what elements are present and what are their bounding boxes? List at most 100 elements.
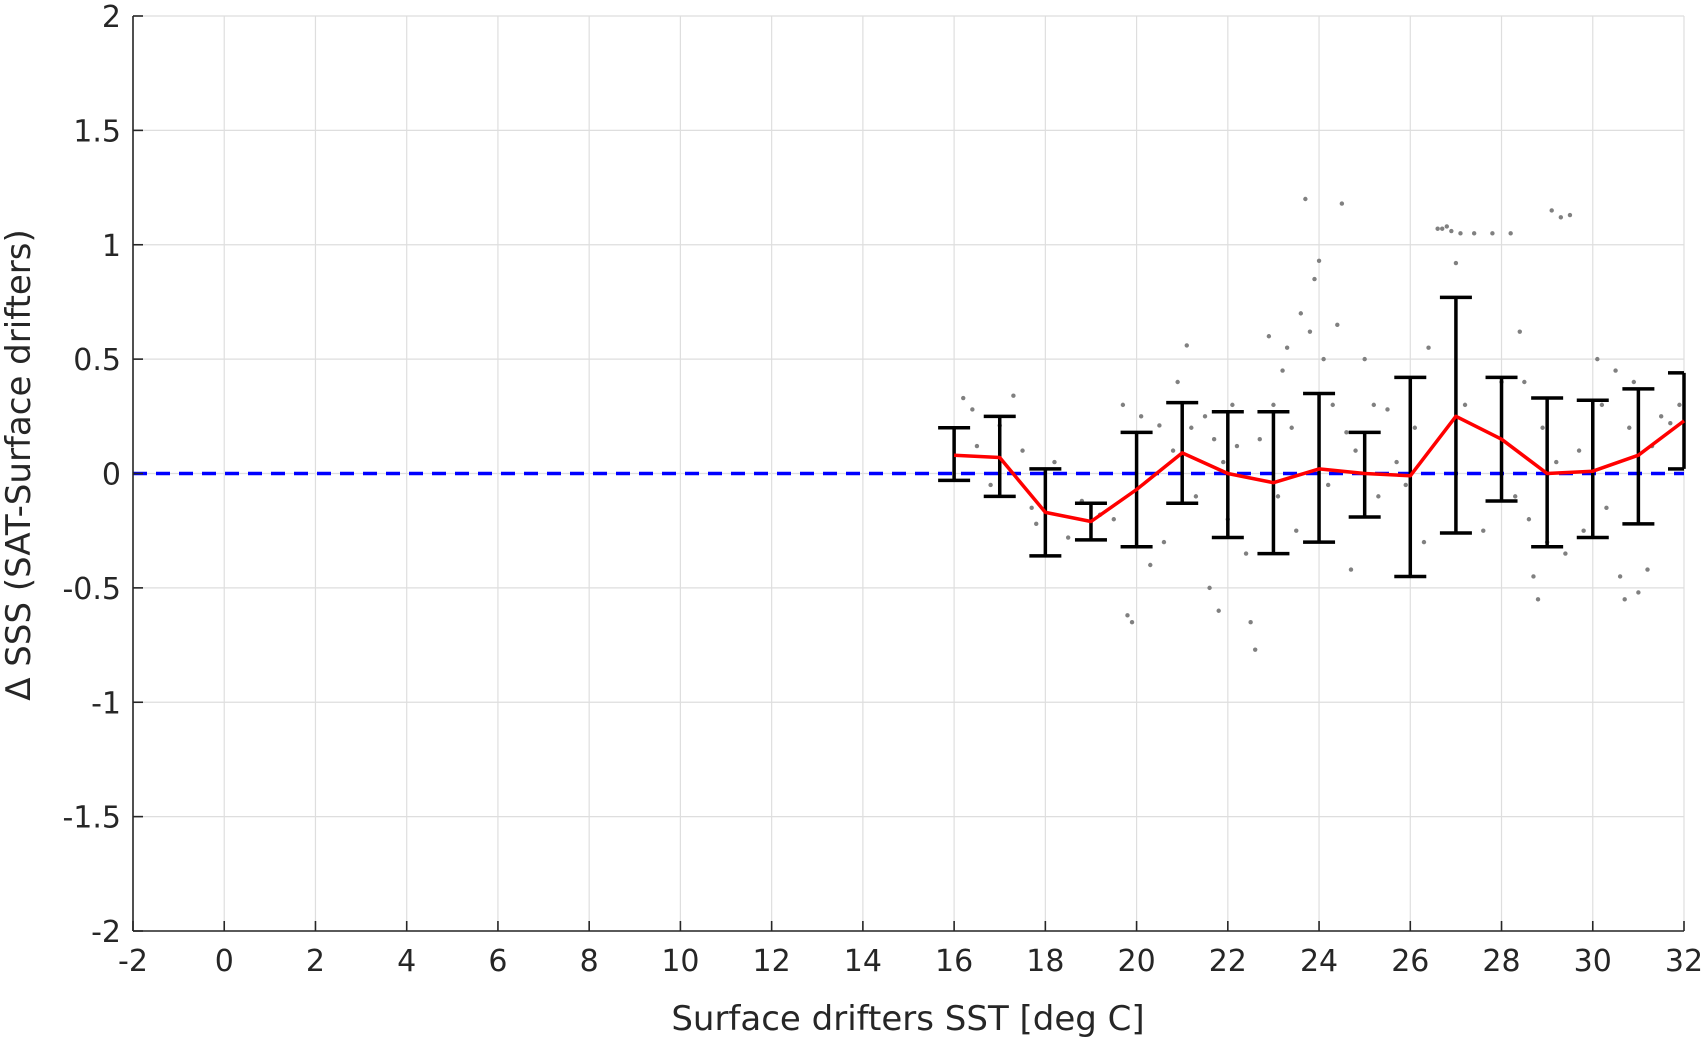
scatter-point: [1252, 647, 1258, 652]
scatter-point: [1617, 574, 1623, 579]
scatter-point: [1444, 224, 1449, 229]
scatter-point: [1271, 402, 1276, 408]
scatter-point: [1125, 613, 1130, 618]
scatter-point: [1348, 567, 1354, 572]
scatter-point: [1581, 528, 1586, 533]
scatter-point: [1111, 517, 1116, 522]
x-tick-label: -2: [118, 944, 148, 979]
scatter-point: [1335, 322, 1340, 328]
scatter-point: [1613, 368, 1618, 373]
scatter-point: [1307, 329, 1313, 334]
scatter-point: [1170, 448, 1176, 453]
scatter-point: [1645, 567, 1650, 572]
scatter-point: [1034, 521, 1039, 527]
scatter-point: [1508, 231, 1513, 236]
scatter-point: [1362, 356, 1367, 362]
scatter-point: [1567, 212, 1573, 218]
x-tick-label: 12: [753, 944, 791, 979]
y-tick-labels: -2 -1.5 -1 -0.5 0 0.5 1 1.5 2: [62, 0, 121, 950]
scatter-point: [1312, 276, 1317, 282]
scatter-point: [1330, 402, 1335, 408]
scatter-point: [1207, 585, 1212, 591]
scatter-point: [1284, 345, 1290, 350]
scatter-point: [1622, 597, 1627, 602]
scatter-point: [1138, 414, 1144, 419]
error-bar: [1668, 371, 1686, 471]
x-axis-label: Surface drifters SST [deg C]: [671, 999, 1144, 1039]
scatter-point: [961, 395, 966, 401]
scatter-point: [1526, 517, 1532, 522]
error-bar: [938, 426, 971, 483]
x-tick-label: 2: [306, 944, 325, 979]
scatter-point: [1216, 608, 1221, 613]
scatter-point: [1243, 551, 1249, 556]
scatter-point: [1316, 258, 1322, 263]
scatter-point: [1412, 425, 1418, 430]
scatter-point: [1257, 436, 1262, 442]
mean-line-path: [954, 414, 1686, 524]
y-tick-label: -0.5: [62, 572, 121, 607]
scatter-point: [1385, 407, 1390, 412]
axes: [132, 15, 1685, 932]
scatter-point: [1371, 402, 1377, 408]
scatter-point: [1303, 196, 1308, 202]
scatter-point: [1471, 231, 1477, 236]
scatter-point: [1289, 425, 1294, 430]
x-tick-label: 22: [1209, 944, 1247, 979]
y-tick-label: 1: [102, 229, 121, 264]
scatter-point: [1221, 459, 1226, 465]
scatter-point: [1275, 494, 1281, 499]
scatter-point: [1161, 539, 1167, 545]
x-tick-label: 0: [215, 944, 234, 979]
scatter-point: [1563, 551, 1568, 556]
scatter-point: [1230, 402, 1235, 408]
scatter-point: [1211, 436, 1217, 442]
scatter-point: [1554, 459, 1559, 465]
scatter-point: [1540, 425, 1545, 430]
scatter-point: [1184, 343, 1189, 348]
scatter-point: [1325, 482, 1331, 488]
scatter-point: [1440, 226, 1445, 231]
scatter-point: [1403, 482, 1408, 488]
scatter-point: [1531, 574, 1536, 579]
x-tick-label: 30: [1574, 944, 1612, 979]
x-tick-labels: -2 0 2 4 6 8 10 12 14 16 18 20 22 24 26 28 30 32: [118, 944, 1703, 979]
scatter-point: [1481, 528, 1486, 533]
scatter-point: [1120, 402, 1126, 408]
x-tick-label: 16: [935, 944, 973, 979]
scatter-point: [1631, 379, 1637, 385]
scatter-point: [1157, 423, 1162, 428]
scatter-point: [1353, 448, 1358, 453]
scatter-point: [1129, 619, 1135, 625]
x-tick-label: 20: [1117, 944, 1155, 979]
scatter-point: [970, 407, 975, 412]
scatter-point: [1248, 619, 1253, 625]
scatter-point: [1344, 430, 1349, 435]
scatter-point: [1052, 459, 1057, 465]
scatter-point: [1294, 528, 1299, 533]
y-tick-label: 0: [102, 458, 121, 493]
x-tick-label: 6: [488, 944, 507, 979]
scatter-point: [1517, 329, 1522, 334]
scatter-point: [1449, 228, 1454, 234]
scatter-point: [1376, 494, 1381, 499]
scatter-point: [1426, 345, 1431, 350]
scatter-point: [1636, 590, 1641, 595]
scatter-point: [1339, 201, 1345, 206]
x-tick-label: 18: [1026, 944, 1064, 979]
x-tick-label: 8: [580, 944, 599, 979]
y-tick-label: -1: [91, 686, 121, 721]
scatter-point: [1266, 334, 1272, 339]
scatter-point: [1558, 215, 1564, 220]
x-tick-label: 26: [1391, 944, 1429, 979]
scatter-point: [988, 482, 993, 488]
x-tick-label: 14: [844, 944, 882, 979]
scatter-point: [1202, 414, 1208, 419]
scatter-point: [1321, 356, 1326, 362]
scatter-point: [1599, 402, 1605, 408]
scatter-point: [1280, 368, 1285, 373]
scatter-point: [1462, 402, 1468, 408]
scatter-point: [1421, 539, 1427, 545]
